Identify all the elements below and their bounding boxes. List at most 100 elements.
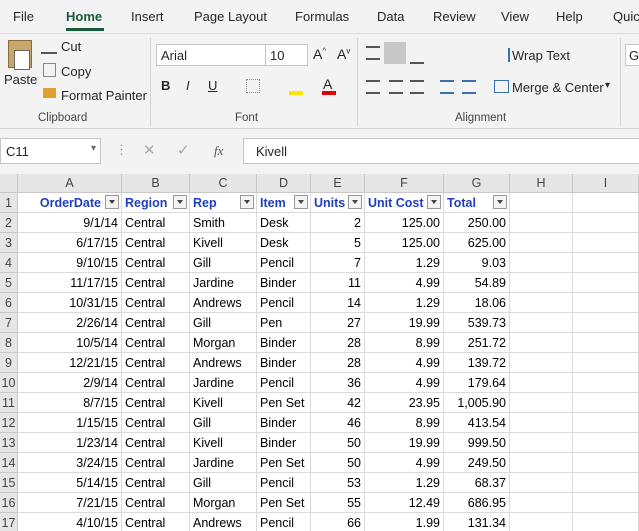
copy-button[interactable]: Copy (61, 64, 92, 79)
shrink-font[interactable]: Av (337, 46, 351, 62)
cell[interactable]: 9/10/15 (18, 253, 122, 273)
cell[interactable]: Desk (257, 213, 311, 233)
cell[interactable]: 42 (311, 393, 365, 413)
cell[interactable]: Binder (257, 353, 311, 373)
cell[interactable]: Central (122, 273, 190, 293)
tab[interactable]: Help (556, 9, 583, 24)
cell[interactable]: 9.03 (444, 253, 510, 273)
tab[interactable]: Quic (613, 9, 639, 24)
cell[interactable]: Pen Set (257, 393, 311, 413)
cell[interactable]: 4/10/15 (18, 513, 122, 531)
grow-font[interactable]: A^ (313, 46, 327, 62)
cell[interactable]: 4.99 (365, 273, 444, 293)
cell[interactable] (573, 413, 639, 433)
cell[interactable]: 413.54 (444, 413, 510, 433)
column-header[interactable]: D (257, 174, 311, 193)
font-size-box[interactable]: 10 (265, 44, 308, 66)
cell[interactable]: 539.73 (444, 313, 510, 333)
column-header[interactable]: H (510, 174, 573, 193)
cell[interactable]: 1,005.90 (444, 393, 510, 413)
cell[interactable]: 9/1/14 (18, 213, 122, 233)
cell[interactable]: 8.99 (365, 413, 444, 433)
cell[interactable]: 12.49 (365, 493, 444, 513)
align-left[interactable] (366, 80, 380, 94)
filter-button[interactable] (173, 195, 187, 209)
cell[interactable] (510, 273, 573, 293)
cell[interactable]: 686.95 (444, 493, 510, 513)
cell[interactable] (510, 413, 573, 433)
row-header[interactable]: 10 (0, 373, 18, 393)
cell[interactable]: 50 (311, 453, 365, 473)
align-center[interactable] (389, 80, 403, 94)
row-header[interactable]: 14 (0, 453, 18, 473)
column-header[interactable]: A (18, 174, 122, 193)
cell[interactable]: 11 (311, 273, 365, 293)
cell[interactable]: 27 (311, 313, 365, 333)
cell[interactable]: 4.99 (365, 373, 444, 393)
cell[interactable]: 50 (311, 433, 365, 453)
column-header[interactable]: C (190, 174, 257, 193)
cell[interactable]: Kivell (190, 393, 257, 413)
cell[interactable] (573, 293, 639, 313)
cell[interactable] (573, 253, 639, 273)
cell[interactable] (510, 353, 573, 373)
cell[interactable]: 66 (311, 513, 365, 531)
tab[interactable]: Review (433, 9, 476, 24)
cell[interactable] (510, 193, 573, 213)
cell[interactable] (573, 473, 639, 493)
cell[interactable]: 10/31/15 (18, 293, 122, 313)
cell[interactable]: 53 (311, 473, 365, 493)
cell[interactable]: 6/17/15 (18, 233, 122, 253)
cell[interactable] (573, 313, 639, 333)
tab[interactable]: Formulas (295, 9, 350, 24)
font-color[interactable]: A (323, 76, 333, 92)
cut-button[interactable]: Cut (61, 39, 82, 54)
cell[interactable]: 5/14/15 (18, 473, 122, 493)
cell[interactable] (573, 273, 639, 293)
table-header[interactable]: Rep (190, 193, 257, 213)
cell[interactable]: Pencil (257, 513, 311, 531)
increase-indent[interactable] (462, 80, 476, 94)
cell[interactable]: 19.99 (365, 313, 444, 333)
cell[interactable] (510, 453, 573, 473)
row-header[interactable]: 16 (0, 493, 18, 513)
cell[interactable]: 1/15/15 (18, 413, 122, 433)
column-header[interactable]: B (122, 174, 190, 193)
format-painter-button[interactable]: Format Painter (61, 88, 147, 103)
cell[interactable]: Central (122, 493, 190, 513)
cell[interactable] (573, 433, 639, 453)
enter-button[interactable]: ✓ (177, 142, 190, 159)
cell[interactable]: 2/9/14 (18, 373, 122, 393)
cell[interactable]: Smith (190, 213, 257, 233)
cell[interactable]: 1.29 (365, 253, 444, 273)
cell[interactable] (510, 373, 573, 393)
column-header[interactable]: E (311, 174, 365, 193)
cell[interactable]: Central (122, 413, 190, 433)
row-header[interactable]: 9 (0, 353, 18, 373)
filter-button[interactable] (105, 195, 119, 209)
cell[interactable]: 54.89 (444, 273, 510, 293)
cell[interactable]: 2/26/14 (18, 313, 122, 333)
cell[interactable]: Pencil (257, 473, 311, 493)
cell[interactable]: Binder (257, 433, 311, 453)
cell[interactable]: Central (122, 293, 190, 313)
cell[interactable]: 250.00 (444, 213, 510, 233)
cell[interactable] (573, 213, 639, 233)
bold[interactable]: B (161, 78, 171, 93)
table-header[interactable]: Unit Cost (365, 193, 444, 213)
cell[interactable] (573, 353, 639, 373)
cell[interactable]: 3/24/15 (18, 453, 122, 473)
cell[interactable]: Binder (257, 273, 311, 293)
dropdown-arrow[interactable]: ▾ (605, 80, 611, 91)
cell[interactable]: Andrews (190, 353, 257, 373)
cell[interactable] (573, 373, 639, 393)
cell[interactable]: Central (122, 393, 190, 413)
table-header[interactable]: Item (257, 193, 311, 213)
cell[interactable]: 8.99 (365, 333, 444, 353)
cell[interactable]: Central (122, 453, 190, 473)
cell[interactable]: Central (122, 313, 190, 333)
cell[interactable]: Gill (190, 473, 257, 493)
row-header[interactable]: 11 (0, 393, 18, 413)
column-header[interactable]: I (573, 174, 639, 193)
column-header[interactable]: F (365, 174, 444, 193)
